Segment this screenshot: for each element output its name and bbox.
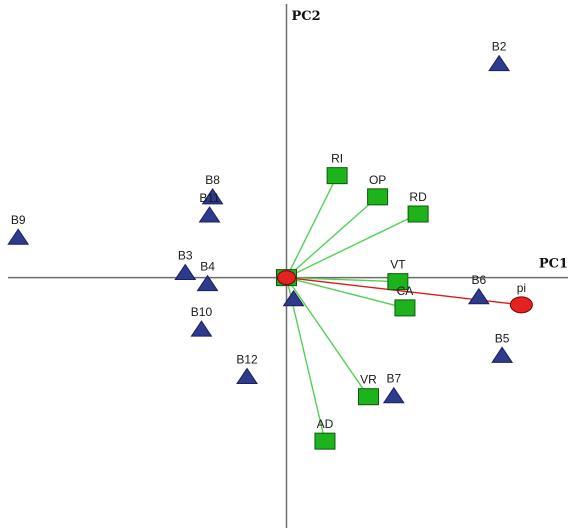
variable-label-ri: RI [331, 152, 343, 166]
variable-label-ad: AD [317, 417, 334, 431]
object-marker-b12 [236, 367, 258, 385]
object-marker-b10 [190, 320, 213, 337]
variable-label-rd: RD [409, 190, 427, 204]
object-marker-b5 [491, 346, 514, 363]
variable-label-vt: VT [390, 258, 406, 272]
object-label-b12: B12 [236, 353, 258, 367]
vector-vt [286, 276, 398, 283]
supplementary-marker-pi [509, 296, 533, 314]
variable-marker-vt [387, 273, 409, 291]
vector-rd [286, 213, 419, 279]
variable-marker-ca [394, 299, 416, 317]
variable-marker-rd [407, 205, 429, 223]
object-marker-b9 [7, 228, 30, 245]
object-marker-b3 [174, 263, 197, 281]
object-label-b5: B5 [495, 331, 510, 345]
variable-marker-vr [358, 388, 380, 406]
marker-layer [7, 54, 533, 450]
pc1-axis-title: PC1 [539, 257, 568, 272]
vector-op [286, 196, 379, 279]
object-label-b10: B10 [191, 305, 213, 319]
object-marker-unlabeled-11 [282, 289, 305, 307]
variable-label-ca: CA [397, 284, 414, 298]
origin-ellipse-marker [277, 270, 296, 286]
object-label-b6: B6 [472, 273, 487, 287]
variable-label-vr: VR [360, 373, 377, 387]
pc2-axis-title: PC2 [292, 9, 321, 24]
object-marker-b2 [488, 54, 511, 72]
vector-ca [286, 276, 406, 309]
object-marker-b8 [201, 187, 224, 205]
object-label-b11: B11 [199, 191, 220, 205]
object-label-b7: B7 [386, 372, 401, 386]
variable-marker-ad [314, 432, 336, 450]
vector-ri [285, 175, 338, 278]
object-label-b9: B9 [11, 213, 26, 227]
object-label-b8: B8 [205, 173, 220, 187]
vector-vr [285, 277, 370, 398]
object-label-b2: B2 [492, 40, 507, 54]
label-layer: B2 B8 B11 B9 B3 B4 B10 B12 B6 B5 B7 RI OP RD VT CA VR AD p… [11, 40, 526, 432]
variable-marker-op [367, 188, 389, 206]
object-marker-b6 [467, 287, 490, 305]
object-marker-b7 [382, 386, 405, 404]
object-label-b4: B4 [200, 260, 215, 274]
supplementary-label-pi: pi [517, 281, 526, 295]
variable-marker-ri [326, 167, 348, 185]
object-marker-b4 [196, 274, 219, 292]
object-marker-b11 [198, 206, 221, 223]
object-label-b3: B3 [178, 249, 193, 263]
variable-label-op: OP [369, 173, 386, 187]
